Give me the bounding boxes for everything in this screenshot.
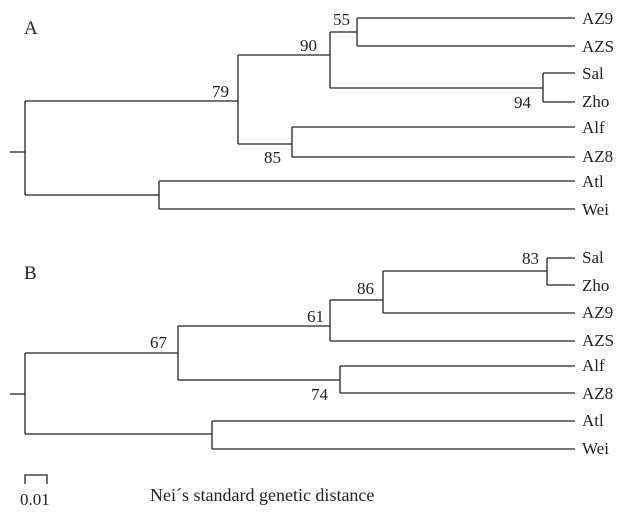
leaf-label: Alf (582, 356, 605, 375)
tree-b: B Sal Zho AZ9 AZS Alf AZ8 Atl Wei 83 86 (10, 248, 614, 458)
leaf-label: Wei (582, 439, 609, 458)
leaf-label: AZ8 (582, 384, 613, 403)
axis-caption: Nei´s standard genetic distance (150, 485, 374, 505)
leaf-label: AZS (582, 331, 614, 350)
bootstrap-value: 61 (307, 307, 324, 326)
bootstrap-value: 55 (333, 10, 350, 29)
leaf-label: Wei (582, 200, 609, 219)
leaf-label: Alf (582, 118, 605, 137)
bootstrap-value: 86 (357, 279, 374, 298)
bootstrap-value: 74 (311, 385, 329, 404)
leaf-label: AZ8 (582, 147, 613, 166)
bootstrap-value: 85 (264, 148, 281, 167)
bootstrap-value: 94 (514, 93, 532, 112)
tree-a: A AZ9 AZS Sal Zho Alf AZ8 Atl Wei 55 90 (10, 9, 614, 219)
leaf-label: Atl (582, 172, 604, 191)
leaf-label: Sal (582, 248, 604, 267)
leaf-label: Zho (582, 92, 609, 111)
scale-bar: 0.01 (20, 474, 50, 509)
bootstrap-value: 67 (150, 333, 168, 352)
leaf-label: Zho (582, 276, 609, 295)
leaf-label: AZS (582, 37, 614, 56)
leaf-label: Sal (582, 64, 604, 83)
bootstrap-value: 83 (522, 249, 539, 268)
scale-bar-line (24, 474, 48, 484)
panel-label-a: A (24, 18, 38, 39)
scale-bar-label: 0.01 (20, 490, 50, 509)
leaf-label: AZ9 (582, 9, 613, 28)
leaf-label: Atl (582, 411, 604, 430)
bootstrap-value: 90 (300, 36, 317, 55)
bootstrap-value: 79 (212, 82, 229, 101)
leaf-label: AZ9 (582, 303, 613, 322)
panel-label-b: B (24, 263, 37, 284)
